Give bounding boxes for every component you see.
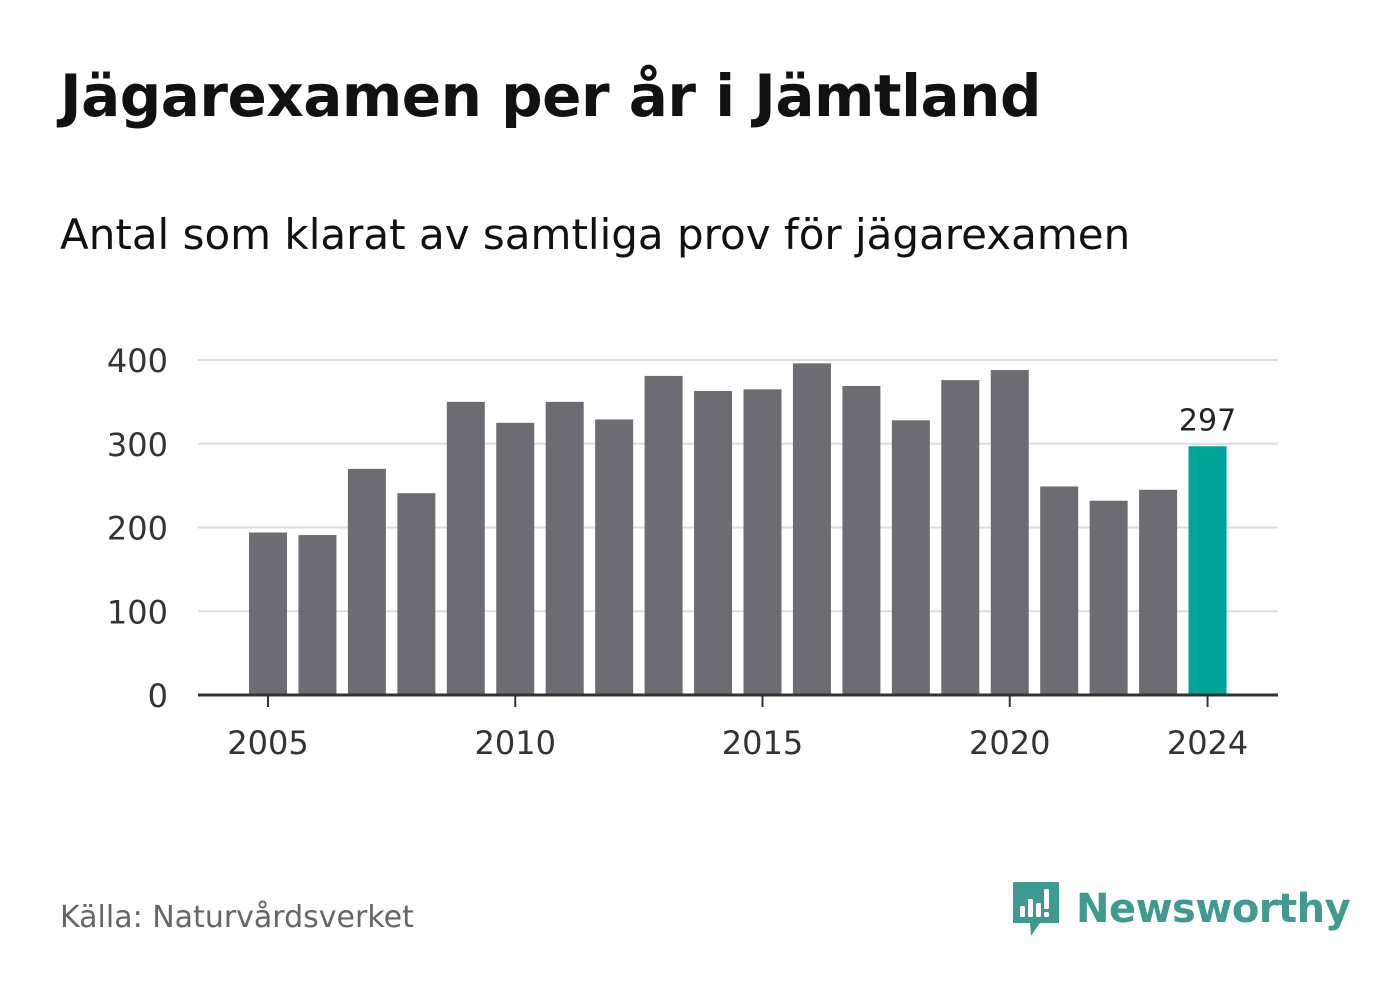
bar-2008 [397,493,436,695]
bar-2014 [694,390,733,695]
bar-2012 [595,419,634,695]
bar-2006 [298,535,337,695]
bar-2015 [743,389,782,695]
brand-name: Newsworthy [1076,886,1351,932]
bars [249,363,1227,695]
bar-2020 [990,370,1029,695]
y-tick-label: 100 [107,593,168,631]
bar-2021 [1040,486,1079,695]
x-tick-label: 2024 [1167,724,1248,762]
bar-2018 [891,420,930,695]
bar-2005 [249,532,287,695]
bar-2023 [1139,489,1178,695]
x-tick-label: 2020 [969,724,1050,762]
bar-2013 [644,375,683,695]
y-axis-ticks: 0 100 200 300 400 [107,342,168,715]
newsworthy-logo-icon [1013,882,1059,936]
y-tick-label: 0 [148,677,168,715]
bar-2019 [941,380,980,695]
bar-2016 [792,363,831,695]
brand-logo: Newsworthy [1010,878,1351,940]
bar-2007 [347,468,386,695]
y-tick-label: 400 [107,342,168,380]
data-labels: 297 [1179,403,1236,438]
chart-title: Jägarexamen per år i Jämtland [60,62,1042,130]
y-tick-label: 200 [107,510,168,548]
x-tick-label: 2010 [475,724,556,762]
y-tick-label: 300 [107,426,168,464]
bar-2010 [496,422,535,695]
source-note: Källa: Naturvårdsverket [60,900,414,935]
bar-2022 [1089,500,1128,695]
x-tick-label: 2005 [227,724,308,762]
bar-2017 [842,385,881,695]
x-axis: 2005 2010 2015 2020 2024 [198,693,1278,762]
data-label-2024: 297 [1179,403,1236,438]
bar-2024 [1188,446,1227,695]
x-tick-label: 2015 [722,724,803,762]
chart-subtitle: Antal som klarat av samtliga prov för jä… [60,210,1131,259]
bar-2009 [446,401,485,695]
bar-2011 [545,401,584,695]
